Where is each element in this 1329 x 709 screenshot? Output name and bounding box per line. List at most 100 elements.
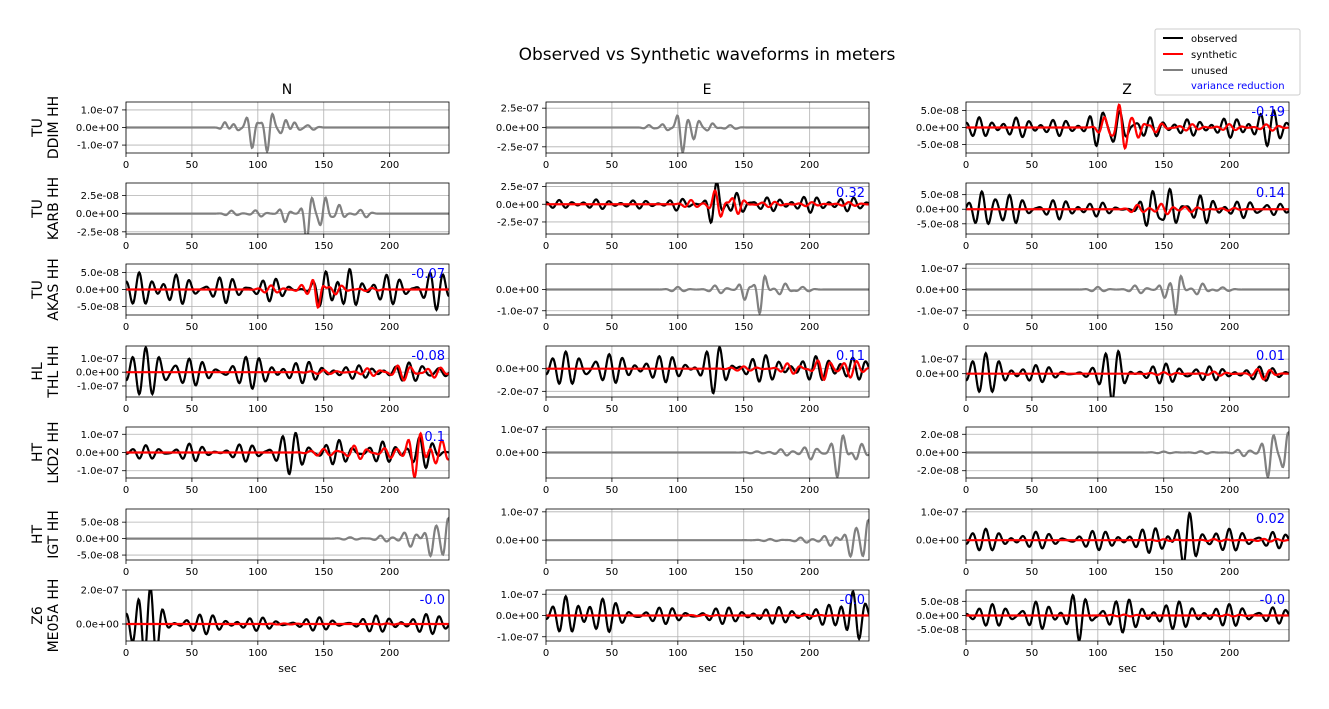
panel-r5-c2: 0 50 100 150 200 1.0e-07 0.0e+00 0.02 (916, 507, 1290, 578)
synthetic-trace (546, 359, 869, 381)
y-tick-label: 1.0e-07 (81, 430, 119, 441)
x-tick-label: 50 (606, 567, 619, 578)
x-tick-label: 0 (963, 322, 969, 333)
legend-label-synthetic: synthetic (1191, 50, 1237, 61)
y-tick-label: -1.0e-07 (77, 466, 119, 477)
y-tick-label: -2.5e-07 (497, 142, 539, 153)
y-tick-label: 1.0e-07 (81, 354, 119, 365)
x-tick-label: 100 (1088, 322, 1107, 333)
panel-r1-c2: 0 50 100 150 200 5.0e-08 0.0e+00 -5.0e-08 0.14 (916, 182, 1290, 252)
variance-reduction-label: 0.14 (1256, 186, 1285, 201)
y-tick-label: 1.0e-07 (81, 105, 119, 116)
y-tick-label: 1.0e-07 (921, 355, 959, 366)
panel-r0-c0: 0 50 100 150 200 1.0e-07 0.0e+00 -1.0e-07 (76, 101, 450, 171)
x-tick-label: 150 (1154, 485, 1173, 496)
y-tick-label: 1.0e-07 (921, 507, 959, 518)
x-tick-label: 0 (963, 160, 969, 171)
panel-r3-c2: 0 50 100 150 200 1.0e-07 0.0e+00 0.01 (916, 345, 1290, 415)
y-tick-label: 5.0e-08 (81, 518, 119, 529)
panel-frame (125, 345, 450, 398)
variance-reduction-label: 0.01 (1256, 349, 1285, 364)
x-tick-label: 0 (543, 322, 549, 333)
panel-r1-c0: 0 50 100 150 200 2.5e-08 0.0e+00 -2.5e-08 (76, 182, 450, 252)
y-tick-label: -2.0e-08 (917, 466, 959, 477)
y-tick-label: 1.0e-07 (501, 590, 539, 601)
x-tick-label: 150 (734, 404, 753, 415)
x-tick-label: 200 (800, 160, 819, 171)
y-tick-label: 0.0e+00 (496, 448, 539, 459)
x-tick-label: 50 (606, 160, 619, 171)
x-tick-label: 200 (1220, 404, 1239, 415)
panel-r6-c0: 0 50 100 150 200 2.0e-07 0.0e+00 -0.0 sec (76, 586, 450, 675)
variance-reduction-label: 0.32 (836, 186, 865, 201)
panel-frame (125, 589, 450, 642)
panel-r4-c1: 0 50 100 150 200 1.0e-07 0.0e+00 (496, 425, 870, 496)
y-tick-label: 0.0e+00 (916, 205, 959, 216)
y-tick-label: 5.0e-08 (921, 106, 959, 117)
x-tick-label: 150 (734, 567, 753, 578)
x-tick-label: 0 (123, 322, 129, 333)
x-tick-label: 100 (668, 567, 687, 578)
y-tick-label: 0.0e+00 (916, 448, 959, 459)
panel-frame (965, 101, 1290, 154)
panel-r2-c0: 0 50 100 150 200 5.0e-08 0.0e+00 -5.0e-08 -0.07 (76, 263, 450, 333)
variance-reduction-label: -0.08 (411, 349, 445, 364)
x-tick-label: 50 (606, 322, 619, 333)
station-name-label: DDIM HH (46, 96, 62, 159)
legend-label-unused: unused (1191, 66, 1228, 77)
variance-reduction-label: -0.0 (1260, 593, 1285, 608)
x-tick-label: 200 (1220, 241, 1239, 252)
x-tick-label: 100 (1088, 404, 1107, 415)
panel-frame (965, 589, 1290, 642)
x-tick-label: 200 (800, 241, 819, 252)
x-tick-label: 100 (668, 648, 687, 659)
station-network-label: TU (30, 280, 46, 300)
x-tick-label: 50 (186, 567, 199, 578)
x-tick-label: 100 (668, 241, 687, 252)
x-tick-label: 0 (123, 567, 129, 578)
y-tick-label: -2.0e-07 (497, 387, 539, 398)
x-tick-label: 100 (668, 404, 687, 415)
panel-r0-c2: 0 50 100 150 200 5.0e-08 0.0e+00 -5.0e-08 -0.19 (916, 101, 1290, 171)
x-tick-label: 100 (248, 160, 267, 171)
station-name-label: IGT HH (46, 510, 62, 559)
x-tick-label: 100 (1088, 648, 1107, 659)
unused-trace (126, 516, 449, 558)
panel-r4-c0: 0 50 100 150 200 1.0e-07 0.0e+00 -1.0e-07 0.1 (76, 426, 450, 496)
y-tick-label: 5.0e-08 (921, 597, 959, 608)
x-tick-label: 100 (1088, 241, 1107, 252)
x-tick-label: 100 (1088, 160, 1107, 171)
y-tick-label: 1.0e-07 (501, 507, 539, 518)
y-tick-label: -1.0e-07 (497, 306, 539, 317)
x-tick-label: 50 (186, 241, 199, 252)
station-network-label: Z6 (30, 606, 46, 625)
x-tick-label: 0 (963, 648, 969, 659)
x-tick-label: 50 (1026, 404, 1039, 415)
synthetic-trace (966, 103, 1289, 151)
component-title-z: Z (1122, 82, 1132, 98)
station-network-label: HT (30, 525, 46, 545)
legend: observed synthetic unused variance reduc… (1154, 28, 1301, 96)
x-tick-label: 150 (734, 648, 753, 659)
x-tick-label: 150 (734, 241, 753, 252)
station-network-label: HL (30, 362, 46, 381)
x-tick-label: 0 (123, 241, 129, 252)
y-tick-label: 0.0e+00 (76, 209, 119, 220)
x-tick-label: 150 (1154, 241, 1173, 252)
synthetic-trace (126, 622, 449, 626)
panel-r5-c1: 0 50 100 150 200 1.0e-07 0.0e+00 (496, 507, 870, 578)
x-tick-label: 200 (800, 648, 819, 659)
y-tick-label: 0.0e+00 (76, 448, 119, 459)
panel-frame (545, 182, 870, 235)
x-axis-label: sec (698, 662, 717, 675)
x-tick-label: 50 (186, 485, 199, 496)
y-tick-label: 5.0e-08 (81, 268, 119, 279)
y-tick-label: 0.0e+00 (496, 123, 539, 134)
x-tick-label: 200 (380, 160, 399, 171)
x-tick-label: 50 (1026, 485, 1039, 496)
y-tick-label: -1.0e-07 (497, 632, 539, 643)
x-tick-label: 200 (380, 241, 399, 252)
x-tick-label: 50 (1026, 567, 1039, 578)
unused-trace (126, 196, 449, 234)
